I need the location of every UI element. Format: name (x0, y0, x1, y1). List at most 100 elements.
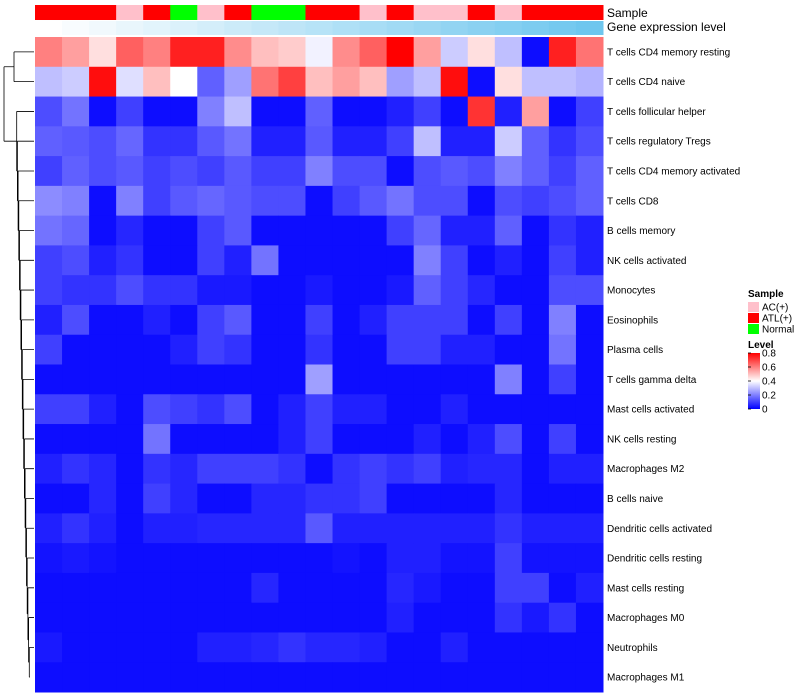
gene-expression-annotation-cell (197, 21, 225, 35)
heatmap-cell (224, 304, 252, 336)
heatmap-cell (575, 424, 604, 455)
heatmap-cell (548, 96, 577, 127)
heatmap-cell (386, 334, 415, 365)
heatmap-cell (305, 275, 334, 306)
heatmap-cell (413, 275, 442, 306)
heatmap-cell (494, 66, 523, 98)
heatmap-cell (494, 304, 523, 336)
heatmap-cell (89, 394, 117, 425)
heatmap-cell (386, 543, 415, 574)
heatmap-cell (278, 275, 306, 306)
gene-expression-annotation-cell (413, 21, 442, 35)
heatmap-cell (305, 513, 334, 544)
legend: Sample AC(+)ATL(+)Normal Level 0.8 0.6 0.4… (748, 289, 794, 416)
heatmap-cell (359, 453, 388, 485)
heatmap-cell (548, 364, 577, 395)
row-label: NK cells activated (607, 256, 686, 267)
heatmap-cell (386, 185, 415, 217)
heatmap-cell (575, 483, 604, 514)
heatmap-cell (575, 126, 604, 157)
heatmap-cell (332, 66, 361, 98)
heatmap-cell (278, 453, 306, 485)
heatmap-cell (62, 602, 90, 633)
heatmap-cell (251, 245, 279, 276)
heatmap-cell (89, 245, 117, 276)
heatmap-cell (116, 424, 144, 455)
heatmap-cell (467, 156, 496, 187)
heatmap-cell (386, 66, 415, 98)
heatmap-cell (359, 66, 388, 98)
sample-annotation-cell (251, 5, 279, 20)
heatmap-cell (35, 96, 63, 127)
heatmap-cell (278, 632, 306, 663)
heatmap-cell (224, 96, 252, 127)
heatmap-cell (548, 334, 577, 365)
heatmap-cell (440, 483, 469, 514)
heatmap-cell (143, 185, 171, 217)
row-label: Macrophages M0 (607, 613, 685, 624)
sample-annotation-cell (521, 5, 550, 20)
heatmap-cell (467, 96, 496, 127)
heatmap-cell (143, 424, 171, 455)
heatmap-cell (359, 304, 388, 336)
heatmap-cell (35, 334, 63, 365)
heatmap-cell (548, 453, 577, 485)
heatmap-cell (440, 572, 469, 604)
heatmap-cell (440, 245, 469, 276)
heatmap-cell (89, 424, 117, 455)
heatmap-cell (116, 66, 144, 98)
heatmap-cell (278, 424, 306, 455)
gene-expression-annotation-cell (494, 21, 523, 35)
heatmap-cell (305, 483, 334, 514)
heatmap-cell (89, 334, 117, 365)
sample-annotation-cell (386, 5, 415, 20)
heatmap-cell (143, 662, 171, 693)
heatmap-cell (386, 632, 415, 663)
heatmap-cell (332, 126, 361, 157)
heatmap-cell (35, 66, 63, 98)
heatmap-cell (332, 96, 361, 127)
row-label: T cells regulatory Tregs (607, 137, 711, 148)
gene-expression-annotation-cell (251, 21, 279, 35)
heatmap-cell (116, 185, 144, 217)
heatmap-cell (332, 245, 361, 276)
heatmap-cell (548, 185, 577, 217)
heatmap-cell (116, 632, 144, 663)
heatmap-cell (386, 245, 415, 276)
heatmap-cell (35, 245, 63, 276)
heatmap-cells (35, 37, 604, 693)
heatmap-cell (494, 126, 523, 157)
heatmap-cell (35, 126, 63, 157)
heatmap-cell (494, 424, 523, 455)
heatmap-cell (521, 304, 550, 336)
heatmap-cell (170, 215, 198, 246)
heatmap-cell (521, 66, 550, 98)
heatmap-cell (305, 632, 334, 663)
heatmap-cell (224, 424, 252, 455)
heatmap-cell (35, 156, 63, 187)
heatmap-cell (170, 602, 198, 633)
heatmap-cell (413, 483, 442, 514)
heatmap-cell (224, 245, 252, 276)
heatmap-cell (251, 513, 279, 544)
heatmap-cell (170, 334, 198, 365)
row-label: T cells CD4 memory resting (607, 47, 730, 58)
heatmap-cell (89, 66, 117, 98)
heatmap-cell (197, 364, 225, 395)
heatmap-cell (89, 513, 117, 544)
heatmap-cell (278, 156, 306, 187)
heatmap-cell (413, 185, 442, 217)
heatmap-cell (62, 543, 90, 574)
heatmap-cell (332, 543, 361, 574)
row-label: NK cells resting (607, 434, 676, 445)
heatmap-cell (386, 304, 415, 336)
heatmap-cell (170, 483, 198, 514)
heatmap-cell (62, 156, 90, 187)
heatmap-cell (278, 602, 306, 633)
heatmap-cell (197, 334, 225, 365)
heatmap-cell (332, 483, 361, 514)
heatmap-cell (575, 96, 604, 127)
heatmap-cell (62, 572, 90, 604)
heatmap-cell (143, 572, 171, 604)
row-label: Mast cells activated (607, 405, 694, 416)
